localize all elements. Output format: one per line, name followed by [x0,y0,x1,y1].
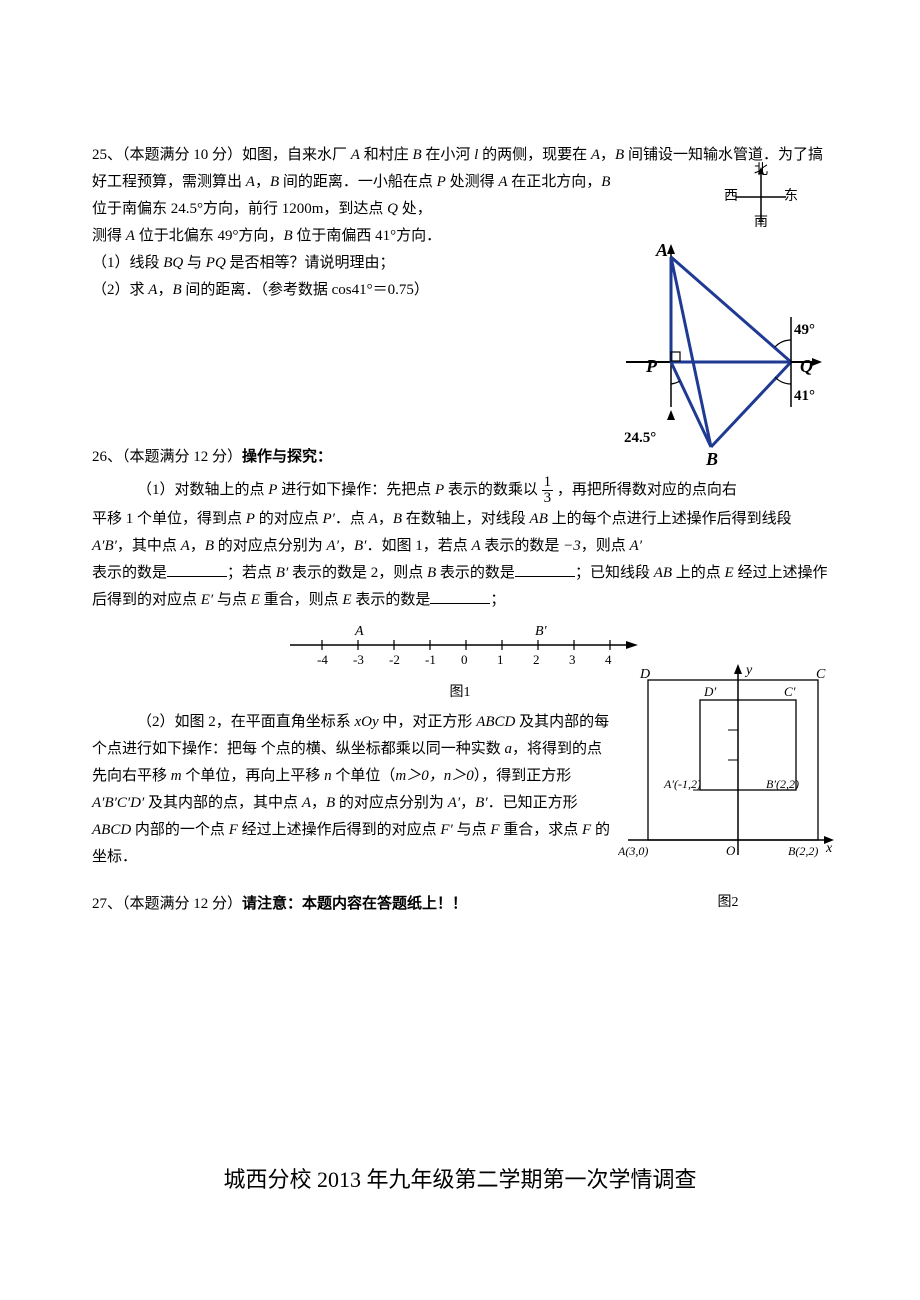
fig2-caption: 图2 [618,890,838,915]
svg-text:x: x [825,841,833,856]
svg-text:D′: D′ [703,684,716,699]
q25-t9: 处测得 [450,174,495,190]
svg-text:D: D [639,667,650,682]
q26-score: （本题满分 12 分） [122,449,242,465]
svg-text:B′(2,2): B′(2,2) [766,777,799,791]
q26-title: 操作与探究： [242,449,332,465]
svg-text:A: A [655,240,668,260]
svg-text:A(3,0): A(3,0) [618,844,648,858]
svg-text:C: C [816,667,826,682]
svg-text:4: 4 [605,652,612,667]
numberline-svg: -4 -3 -2 -1 0 1 2 3 4 A B′ [270,620,650,670]
compass-n: 北 [754,158,768,183]
fraction-1-3: 13 [542,475,554,506]
svg-text:49°: 49° [794,322,815,338]
q25-B: B [412,147,421,163]
svg-text:O: O [726,843,736,858]
svg-text:-4: -4 [317,652,328,667]
svg-text:1: 1 [497,652,504,667]
svg-text:Q: Q [800,356,813,376]
blank-2 [515,562,575,577]
q25-svg: A P Q B 49° 41° 24.5° [616,192,836,472]
q26-number: 26、 [92,449,122,465]
q25-t2: 和村庄 [364,147,409,163]
q27-score: （本题满分 12 分） [122,896,242,912]
figure-26-2: D C D′ C′ A′(-1,2) B′(2,2) A(3,0) O B(2,… [618,660,838,900]
svg-text:-2: -2 [389,652,400,667]
q25-t1: 如图，自来水厂 [242,147,347,163]
svg-text:B: B [705,449,718,469]
q25-t8: 间的距离．一小船在点 [283,174,433,190]
q25-t10: 在正北方向， [511,174,601,190]
svg-text:B′: B′ [535,624,548,639]
q25-t11: 位于南偏东 24.5°方向，前行 1200m，到达点 [92,201,383,217]
svg-text:41°: 41° [794,388,815,404]
fig2-svg: D C D′ C′ A′(-1,2) B′(2,2) A(3,0) O B(2,… [618,660,838,880]
svg-text:-3: -3 [353,652,364,667]
svg-text:-1: -1 [425,652,436,667]
svg-text:P: P [645,356,658,376]
q25-t4: 的两侧，现要在 [482,147,587,163]
blank-3 [430,589,490,604]
svg-text:B(2,2): B(2,2) [788,844,818,858]
q27-note: 请注意：本题内容在答题纸上！！ [242,896,467,912]
q27-number: 27、 [92,896,122,912]
q25-A: A [351,147,360,163]
q25-t3: 在小河 [425,147,470,163]
svg-text:24.5°: 24.5° [624,430,656,446]
svg-text:y: y [744,663,753,678]
svg-text:A′(-1,2): A′(-1,2) [663,777,701,791]
svg-text:3: 3 [569,652,576,667]
footer-title: 城西分校 2013 年九年级第二学期第一次学情调查 [0,1160,920,1200]
blank-1 [167,562,227,577]
q25-score: （本题满分 10 分） [122,147,242,163]
q25-number: 25、 [92,147,122,163]
svg-text:0: 0 [461,652,468,667]
q25-l: l [474,147,478,163]
svg-text:2: 2 [533,652,540,667]
svg-text:C′: C′ [784,684,796,699]
svg-text:A: A [354,624,364,639]
figure-25-diagram: A P Q B 49° 41° 24.5° [616,192,836,472]
